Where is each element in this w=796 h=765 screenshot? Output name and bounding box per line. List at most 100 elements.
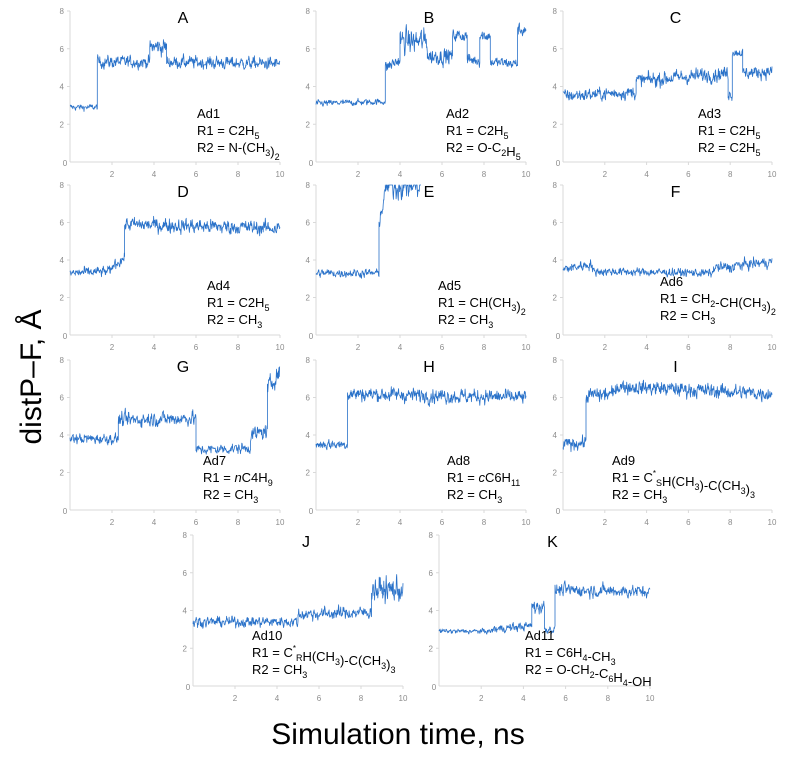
x-tick-label: 8 <box>359 694 364 703</box>
x-tick-label: 6 <box>686 343 691 352</box>
x-tick-label: 6 <box>563 694 568 703</box>
y-tick-label: 2 <box>553 469 558 478</box>
x-tick-label: 10 <box>646 694 655 703</box>
x-tick-label: 6 <box>440 518 445 527</box>
x-tick-label: 4 <box>152 518 157 527</box>
panel-title: J <box>302 534 310 551</box>
y-tick-label: 4 <box>306 431 311 440</box>
x-tick-label: 4 <box>644 518 649 527</box>
panel-title: A <box>178 10 189 27</box>
y-tick-label: 8 <box>306 181 311 190</box>
y-tick-label: 4 <box>183 607 188 616</box>
x-tick-label: 10 <box>522 518 531 527</box>
y-tick-label: 6 <box>183 569 188 578</box>
svg-text:R2 = O-CH2-C6H4-OH: R2 = O-CH2-C6H4-OH <box>525 662 652 689</box>
svg-text:R1 = cC6H11: R1 = cC6H11 <box>447 470 520 488</box>
x-tick-label: 10 <box>768 343 777 352</box>
x-tick-label: 8 <box>482 343 487 352</box>
y-tick-label: 6 <box>306 45 311 54</box>
x-tick-label: 10 <box>276 343 285 352</box>
y-tick-label: 8 <box>553 356 558 365</box>
y-tick-label: 6 <box>306 394 311 403</box>
x-tick-label: 6 <box>317 694 322 703</box>
svg-text:R1 = nC4H9: R1 = nC4H9 <box>203 470 273 488</box>
x-tick-label: 4 <box>152 343 157 352</box>
x-tick-label: 2 <box>110 518 115 527</box>
x-tick-label: 2 <box>110 343 115 352</box>
x-tick-label: 8 <box>728 343 733 352</box>
trace-line <box>438 580 651 635</box>
svg-text:Ad7: Ad7 <box>203 453 226 468</box>
y-tick-label: 4 <box>553 431 558 440</box>
y-tick-label: 2 <box>553 294 558 303</box>
x-tick-label: 0 <box>432 683 437 692</box>
x-tick-label: 2 <box>603 343 608 352</box>
svg-text:Ad1: Ad1 <box>197 106 220 121</box>
panel-title: D <box>177 184 189 201</box>
y-tick-label: 6 <box>306 219 311 228</box>
y-tick-label: 6 <box>553 45 558 54</box>
x-tick-label: 8 <box>606 694 611 703</box>
x-tick-label: 6 <box>194 170 199 179</box>
trace-line <box>69 39 281 112</box>
svg-text:R1 = C2H5: R1 = C2H5 <box>197 123 259 141</box>
x-tick-label: 8 <box>482 518 487 527</box>
panel-title: E <box>424 184 435 201</box>
y-tick-label: 4 <box>60 83 65 92</box>
svg-text:R2 = O-C2H5: R2 = O-C2H5 <box>446 140 521 162</box>
x-tick-label: 10 <box>522 170 531 179</box>
y-tick-label: 4 <box>553 256 558 265</box>
svg-text:R2 = N-(CH3)2: R2 = N-(CH3)2 <box>197 140 280 162</box>
y-tick-label: 4 <box>553 83 558 92</box>
x-tick-label: 0 <box>186 683 191 692</box>
panel-title: K <box>547 534 558 551</box>
x-tick-label: 2 <box>233 694 238 703</box>
y-tick-label: 8 <box>183 531 188 540</box>
y-tick-label: 8 <box>306 7 311 16</box>
y-tick-label: 2 <box>306 469 311 478</box>
y-tick-label: 2 <box>60 294 65 303</box>
x-tick-label: 0 <box>309 332 314 341</box>
x-tick-label: 0 <box>63 332 68 341</box>
x-tick-label: 4 <box>644 170 649 179</box>
panel-title: H <box>423 359 435 376</box>
y-tick-label: 2 <box>60 469 65 478</box>
x-tick-label: 8 <box>236 343 241 352</box>
trace-line <box>69 215 281 278</box>
svg-text:Ad3: Ad3 <box>698 106 721 121</box>
y-tick-label: 8 <box>553 181 558 190</box>
x-tick-label: 2 <box>603 518 608 527</box>
panel-f: 2 4 6 8 0 2 4 6 8 10 F Ad6 R1 = CH2-CH(CH3)2R2 = CH3 <box>553 181 777 352</box>
svg-text:R1 = C2H5: R1 = C2H5 <box>207 295 269 313</box>
svg-text:Ad9: Ad9 <box>612 453 635 468</box>
y-tick-label: 4 <box>60 256 65 265</box>
svg-text:R2 = CH3: R2 = CH3 <box>207 312 262 330</box>
y-tick-label: 2 <box>306 120 311 129</box>
svg-text:Ad10: Ad10 <box>252 628 282 643</box>
y-tick-label: 6 <box>429 569 434 578</box>
y-tick-label: 6 <box>60 45 65 54</box>
trace-line <box>562 256 773 278</box>
x-tick-label: 8 <box>482 170 487 179</box>
y-tick-label: 6 <box>553 394 558 403</box>
x-tick-label: 10 <box>768 170 777 179</box>
panel-e: 2 4 6 8 0 2 4 6 8 10 E Ad5 R1 = CH(CH3)2R2 = CH3 <box>306 181 531 352</box>
panel-title: F <box>671 184 681 201</box>
trace-line <box>315 22 527 107</box>
x-tick-label: 2 <box>479 694 484 703</box>
y-tick-label: 2 <box>306 294 311 303</box>
compound-label: Ad5 R1 = CH(CH3)2R2 = CH3 <box>438 278 526 330</box>
x-tick-label: 4 <box>644 343 649 352</box>
